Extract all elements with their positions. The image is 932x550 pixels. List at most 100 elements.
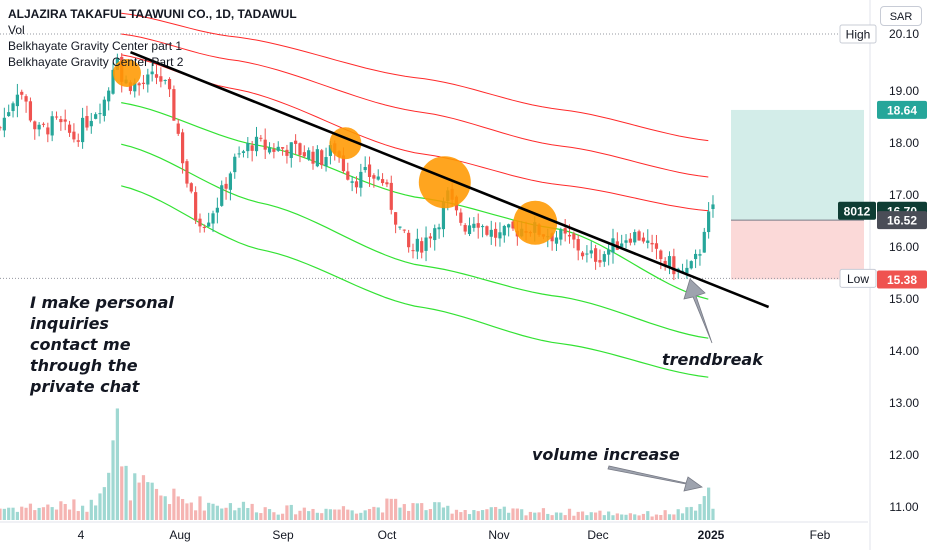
volume-bar [72,499,76,520]
candle-body [359,171,363,188]
stop-price-label-bg [877,270,927,289]
volume-bar [654,514,659,520]
candle-body [398,226,402,228]
volume-bar [59,501,63,520]
y-tick-label: 15.00 [889,292,919,306]
volume-bar [267,509,272,520]
candle-body [176,123,180,134]
candle-body [180,132,185,164]
volume-bar [120,466,124,520]
y-tick-label: 19.00 [889,84,919,98]
volume-bar [176,496,180,520]
trendline[interactable] [130,50,770,309]
candle-body [607,249,611,255]
volume-bar [572,515,576,520]
candle-body [246,143,250,152]
candle-body [7,112,11,117]
x-tick-label: Sep [272,528,294,542]
contact-note: I make personal inquiries contact me thr… [30,293,174,396]
volume-bar [167,504,172,520]
indicator-gravity-part2[interactable]: Belkhayate Gravity Center Part 2 [8,55,184,69]
symbol-title[interactable]: ALJAZIRA TAKAFUL TAAWUNI CO., 1D, TADAWU… [8,7,297,21]
trendbreak-arrow [683,278,713,344]
volume-bar [528,511,532,520]
candle-body [72,131,76,140]
volume-bar [0,508,2,520]
candle-body [563,228,567,234]
candle-body [667,256,672,268]
volume-bar [141,475,146,520]
candle-body [94,114,98,119]
volume-bar [185,503,189,520]
volume-bar [180,498,185,520]
volume-bar [220,508,224,520]
volume-bar [489,507,493,520]
candle-body [633,232,637,243]
volume-bar [28,503,33,520]
gravity-green-band-2 [121,143,709,339]
candle-body [163,79,167,81]
candle-body [76,140,80,142]
low-caption: Low [847,272,869,286]
volume-bar [685,507,689,520]
volume-bar [663,510,667,520]
stop-price-label: 15.38 [887,273,917,287]
candle-body [593,248,598,262]
y-tick-label: 17.00 [889,188,919,202]
volume-bar [280,513,285,520]
volume-bar [485,509,489,520]
candle-body [137,83,141,86]
volume-bar [98,493,102,520]
volume-bar [41,507,46,520]
trendline-line[interactable] [130,50,770,309]
volume-bar [498,508,502,520]
volume-bar [189,502,193,520]
volume-bar [580,511,585,520]
candle-body [646,240,650,243]
candle-body [407,232,411,248]
candle-body [150,71,154,75]
volume-bar [350,510,354,520]
volume-bar [233,510,237,520]
long-position-tool[interactable] [731,109,864,280]
volume-bar [402,504,406,520]
volume-bar [398,507,402,520]
indicator-vol[interactable]: Vol [8,23,25,37]
volume-bar [520,509,524,520]
volume-bar [607,511,611,520]
candle-body [472,223,476,228]
volume-bar [172,488,176,520]
candle-body [263,139,267,150]
indicator-gravity-part1[interactable]: Belkhayate Gravity Center part 1 [8,39,183,53]
volume-bar [159,495,163,520]
volume-bar [450,513,454,520]
candle-body [63,119,67,122]
candle-body [433,228,437,241]
candle-body [54,116,59,118]
volume-bar [259,513,263,520]
y-axis[interactable]: 20.10 19.00 18.00 17.00 16.00 15.00 14.00 13.00… [869,0,919,550]
candle-body [141,82,146,84]
candle-body [402,229,406,231]
volume-bar [272,512,276,520]
candle-body [259,137,263,139]
touch-circle-4 [513,200,558,245]
volume-bar [133,473,137,520]
x-axis[interactable]: 4 Aug Sep Oct Nov Dec 2025 Feb [0,521,868,542]
volume-bar [711,508,715,520]
candle-body [641,237,646,242]
touch-circle-3 [418,156,471,209]
candle-body [428,236,432,239]
candle-body [233,156,237,173]
candle-body [672,256,676,275]
position-target-zone[interactable] [731,109,864,221]
volume-bar [372,506,376,520]
volume-bar [602,515,606,520]
volume-bar [359,512,363,520]
candle-body [2,117,6,131]
volume-bar [680,513,685,520]
candle-body [198,218,202,227]
candle-body [567,234,572,237]
currency-button[interactable]: SAR [880,6,922,26]
